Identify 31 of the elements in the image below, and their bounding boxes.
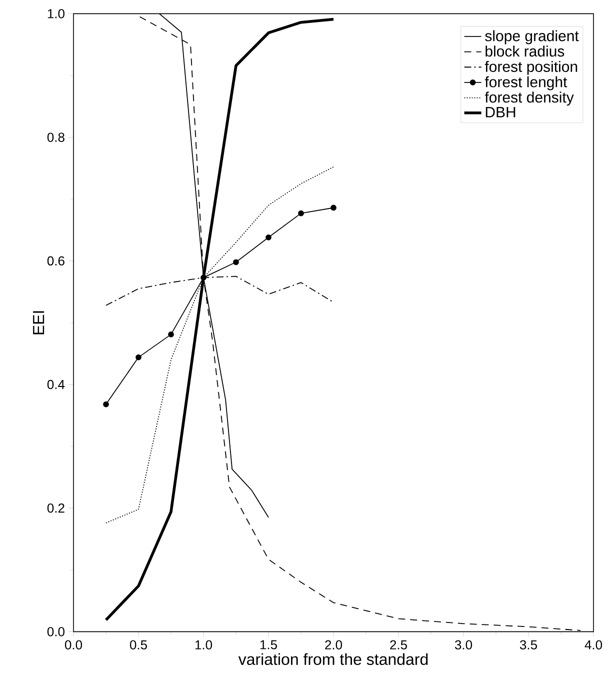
x-tick-label: 2.0 [325,640,342,650]
x-tick-label: 1.5 [260,640,277,650]
legend-label: DBH [486,106,516,118]
legend-label: forest position [484,60,578,75]
y-tick-label: 0.4 [47,380,65,390]
point [233,259,239,266]
legend-label: block radius [486,46,564,57]
point [330,204,336,211]
x-tick-label: 3.5 [520,640,537,650]
y-tick-label: 0.2 [47,503,64,513]
legend-label: forest density [484,92,574,106]
x-axis-title: variation from the standard [238,653,428,666]
y-tick-label: 0.6 [47,256,64,266]
x-tick-label: 4.0 [584,640,602,650]
y-tick-label: 0.0 [47,627,64,636]
y-tick-label: 1.0 [48,9,64,18]
point [298,210,304,216]
point [136,354,142,360]
point [168,331,174,338]
x-tick-label: 2.5 [390,640,407,650]
y-axis-title: EEI [33,311,44,334]
x-tick-label: 1.0 [195,640,212,650]
point [103,401,109,408]
legend-label: forest lenght [484,76,568,90]
x-tick-label: 0.0 [64,640,82,650]
point [266,234,272,240]
point [200,274,206,281]
x-tick-label: 0.5 [130,640,147,650]
legend-label: slope gradient [485,30,579,44]
x-tick-label: 3.0 [454,640,472,650]
y-tick-label: 0.8 [47,132,64,142]
